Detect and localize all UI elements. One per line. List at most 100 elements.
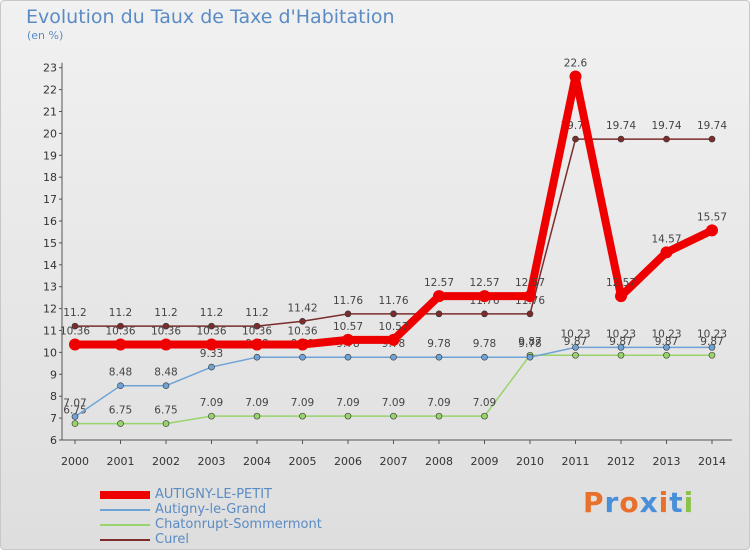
data-label: 10.23	[606, 328, 636, 340]
data-point	[390, 412, 397, 420]
y-tick-label: 9	[50, 368, 57, 381]
data-label: 9.87	[518, 336, 541, 348]
data-label: 9.78	[473, 338, 496, 350]
data-point	[205, 338, 218, 351]
data-label: 19.74	[697, 120, 727, 132]
data-label: 11.2	[109, 307, 132, 319]
data-point	[344, 412, 352, 420]
x-tick-label: 2009	[471, 455, 499, 468]
data-label: 7.09	[336, 397, 359, 409]
data-point	[572, 344, 579, 351]
data-label: 10.36	[60, 326, 90, 338]
data-point	[71, 420, 79, 427]
data-label: 6.75	[109, 405, 132, 417]
legend-label: Chatonrupt-Sommermont	[155, 517, 322, 532]
data-point	[253, 412, 261, 420]
data-label: 10.57	[333, 321, 363, 333]
y-tick-label: 23	[43, 62, 57, 75]
data-point	[117, 322, 124, 330]
data-point	[344, 353, 352, 361]
y-tick-label: 14	[43, 259, 57, 272]
data-point	[435, 412, 443, 420]
y-tick-label: 15	[43, 237, 57, 250]
y-tick-label: 10	[43, 346, 57, 359]
x-tick-label: 2000	[61, 455, 89, 468]
data-point	[299, 318, 306, 325]
data-point	[162, 420, 170, 427]
y-tick-label: 7	[50, 412, 57, 425]
data-point	[69, 338, 81, 351]
data-label: 15.57	[697, 211, 727, 223]
legend-swatch	[100, 490, 150, 499]
data-point	[342, 333, 354, 346]
data-label: 7.09	[382, 397, 405, 409]
logo-letter: x	[639, 486, 659, 519]
data-point	[706, 224, 718, 237]
data-point	[162, 382, 170, 389]
data-label: 10.23	[697, 328, 727, 340]
x-tick-label: 2004	[243, 455, 271, 468]
data-point	[296, 338, 309, 351]
legend-item: Autigny-le-Grand	[100, 502, 322, 517]
y-tick-label: 22	[43, 84, 57, 97]
data-label: 10.36	[151, 326, 181, 338]
data-label: 9.78	[518, 338, 541, 350]
data-point	[617, 135, 625, 143]
data-point	[208, 322, 215, 330]
data-point	[162, 322, 170, 330]
data-point	[481, 310, 488, 318]
logo-letter: P	[583, 486, 605, 519]
y-tick-label: 16	[43, 215, 57, 228]
data-point	[433, 290, 445, 303]
legend-swatch	[100, 508, 150, 511]
logo-letter: r	[604, 486, 620, 519]
data-label: 10.23	[651, 328, 681, 340]
data-label: 12.57	[515, 277, 545, 289]
data-label: 9.33	[200, 348, 223, 360]
y-tick-label: 12	[43, 303, 57, 316]
data-point	[478, 290, 491, 303]
x-tick-label: 2014	[698, 455, 726, 468]
data-point	[708, 135, 716, 143]
data-point	[615, 290, 627, 303]
series-autigny-le-petit: 10.36 10.36 10.36 10.36 10.36 10.36 10.57 10.57…	[60, 57, 727, 351]
legend-swatch	[100, 538, 150, 541]
legend-item: AUTIGNY-LE-PETIT	[100, 487, 322, 502]
y-tick-label: 13	[43, 281, 57, 294]
data-label: 19.74	[651, 120, 681, 132]
data-label: 11.42	[287, 302, 317, 314]
data-point	[481, 353, 488, 361]
x-tick-label: 2002	[152, 455, 180, 468]
data-label: 11.76	[378, 295, 408, 307]
data-point	[390, 310, 397, 318]
logo-letter: i	[683, 486, 695, 519]
data-point	[617, 351, 625, 359]
data-label: 7.09	[200, 397, 223, 409]
data-point	[663, 351, 670, 359]
data-point	[708, 344, 716, 351]
y-tick-label: 19	[43, 149, 57, 162]
data-point	[526, 310, 534, 318]
data-point	[435, 310, 443, 318]
data-label: 7.07	[63, 398, 86, 410]
data-point	[435, 353, 443, 361]
proxiti-logo: Proxiti	[583, 486, 694, 519]
data-label: 10.36	[105, 326, 135, 338]
chart-unit: (en %)	[27, 29, 64, 42]
data-label: 10.36	[287, 326, 317, 338]
data-point	[617, 344, 625, 351]
data-label: 9.78	[427, 338, 450, 350]
data-point	[660, 246, 673, 259]
data-label: 7.09	[473, 397, 496, 409]
x-tick-label: 2008	[425, 455, 453, 468]
data-point	[117, 420, 124, 427]
data-label: 7.09	[245, 397, 268, 409]
y-tick-label: 6	[50, 434, 57, 447]
data-label: 22.6	[564, 57, 588, 69]
data-point	[251, 338, 263, 351]
data-point	[253, 322, 261, 330]
data-point	[524, 290, 536, 303]
data-point	[208, 412, 215, 420]
x-tick-label: 2006	[334, 455, 362, 468]
